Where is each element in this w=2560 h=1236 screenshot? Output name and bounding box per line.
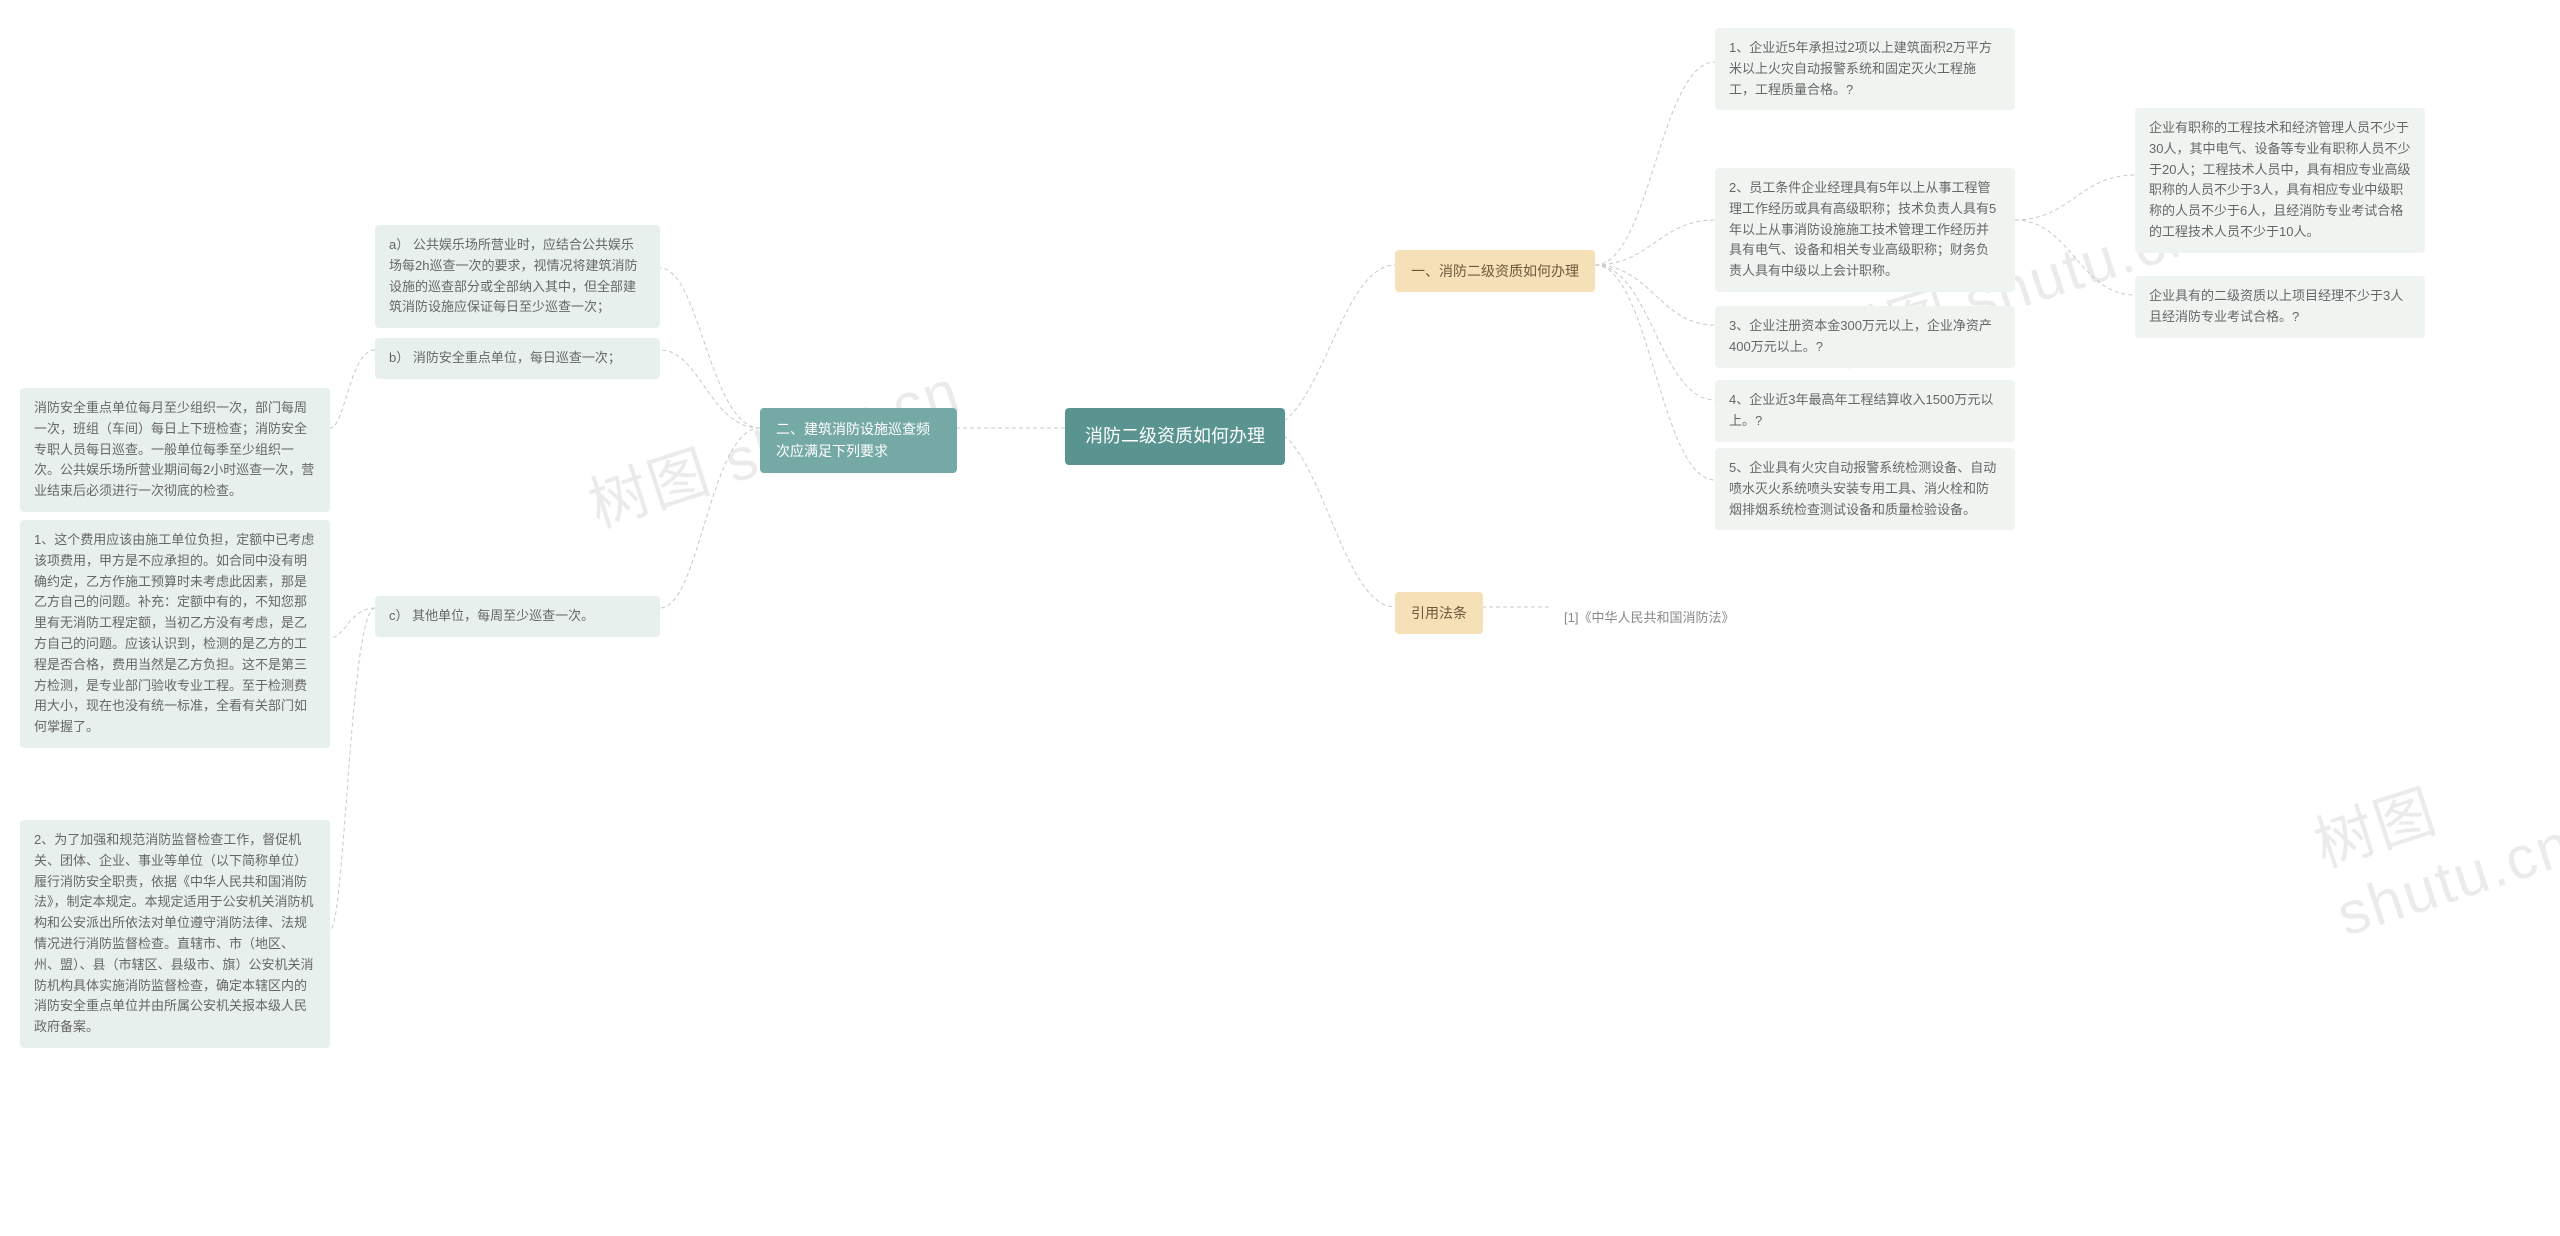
leaf-lb1[interactable]: 消防安全重点单位每月至少组织一次，部门每周一次，班组（车间）每日上下班检查；消防…	[20, 388, 330, 512]
section-2[interactable]: 二、建筑消防设施巡查频次应满足下列要求	[760, 408, 957, 473]
leaf-ref1[interactable]: [1]《中华人民共和国消防法》	[1550, 598, 1748, 639]
leaf-r5[interactable]: 5、企业具有火灾自动报警系统检测设备、自动喷水灭火系统喷头安装专用工具、消火栓和…	[1715, 448, 2015, 530]
leaf-r2b[interactable]: 企业具有的二级资质以上项目经理不少于3人且经消防专业考试合格。?	[2135, 276, 2425, 338]
section-ref[interactable]: 引用法条	[1395, 592, 1483, 634]
leaf-la[interactable]: a） 公共娱乐场所营业时，应结合公共娱乐场每2h巡查一次的要求，视情况将建筑消防…	[375, 225, 660, 328]
leaf-lb[interactable]: b） 消防安全重点单位，每日巡查一次；	[375, 338, 660, 379]
leaf-r1[interactable]: 1、企业近5年承担过2项以上建筑面积2万平方米以上火灾自动报警系统和固定灭火工程…	[1715, 28, 2015, 110]
watermark: 树图 shutu.cn	[2302, 726, 2560, 949]
leaf-lc[interactable]: c） 其他单位，每周至少巡查一次。	[375, 596, 660, 637]
leaf-r3[interactable]: 3、企业注册资本金300万元以上，企业净资产400万元以上。?	[1715, 306, 2015, 368]
leaf-r2[interactable]: 2、员工条件企业经理具有5年以上从事工程管理工作经历或具有高级职称；技术负责人具…	[1715, 168, 2015, 292]
section-1[interactable]: 一、消防二级资质如何办理	[1395, 250, 1595, 292]
leaf-lc2[interactable]: 2、为了加强和规范消防监督检查工作，督促机关、团体、企业、事业等单位（以下简称单…	[20, 820, 330, 1048]
leaf-r4[interactable]: 4、企业近3年最高年工程结算收入1500万元以上。?	[1715, 380, 2015, 442]
leaf-r2a[interactable]: 企业有职称的工程技术和经济管理人员不少于30人，其中电气、设备等专业有职称人员不…	[2135, 108, 2425, 253]
leaf-lc1[interactable]: 1、这个费用应该由施工单位负担，定额中已考虑该项费用，甲方是不应承担的。如合同中…	[20, 520, 330, 748]
root-node[interactable]: 消防二级资质如何办理	[1065, 408, 1285, 465]
